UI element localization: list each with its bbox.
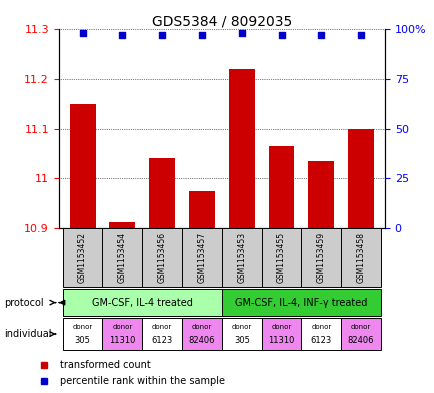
Bar xyxy=(142,228,182,287)
Bar xyxy=(221,318,261,350)
Text: 6123: 6123 xyxy=(310,336,331,345)
Bar xyxy=(109,222,135,228)
Point xyxy=(317,32,324,39)
Text: percentile rank within the sample: percentile rank within the sample xyxy=(59,376,224,386)
Text: GSM1153456: GSM1153456 xyxy=(157,232,166,283)
Point xyxy=(238,30,245,37)
Text: donor: donor xyxy=(112,324,132,330)
Text: donor: donor xyxy=(231,324,251,330)
Bar xyxy=(189,191,214,228)
Bar xyxy=(182,318,221,350)
Point xyxy=(118,32,125,39)
Text: GSM1153459: GSM1153459 xyxy=(316,232,325,283)
Text: GSM1153458: GSM1153458 xyxy=(356,232,365,283)
Text: 82406: 82406 xyxy=(188,336,215,345)
Point xyxy=(158,32,165,39)
Bar xyxy=(102,318,142,350)
Bar xyxy=(62,228,102,287)
Text: donor: donor xyxy=(350,324,370,330)
Text: GSM1153453: GSM1153453 xyxy=(237,232,246,283)
Text: donor: donor xyxy=(310,324,331,330)
Bar xyxy=(102,228,142,287)
Bar xyxy=(301,318,340,350)
Text: 11310: 11310 xyxy=(268,336,294,345)
Bar xyxy=(221,228,261,287)
Bar xyxy=(62,289,221,316)
Text: transformed count: transformed count xyxy=(59,360,150,369)
Text: donor: donor xyxy=(271,324,291,330)
Bar xyxy=(228,69,254,228)
Bar xyxy=(268,146,294,228)
Text: 82406: 82406 xyxy=(347,336,374,345)
Text: donor: donor xyxy=(152,324,172,330)
Bar xyxy=(261,228,301,287)
Text: GSM1153457: GSM1153457 xyxy=(197,232,206,283)
Bar xyxy=(182,228,221,287)
Bar xyxy=(142,318,182,350)
Bar xyxy=(347,129,373,228)
Bar xyxy=(340,318,380,350)
Point xyxy=(198,32,205,39)
Point xyxy=(79,30,86,37)
Bar xyxy=(221,289,380,316)
Text: GM-CSF, IL-4, INF-γ treated: GM-CSF, IL-4, INF-γ treated xyxy=(235,298,367,308)
Text: GM-CSF, IL-4 treated: GM-CSF, IL-4 treated xyxy=(92,298,192,308)
Text: 305: 305 xyxy=(233,336,249,345)
Bar xyxy=(340,228,380,287)
Point xyxy=(277,32,284,39)
Bar xyxy=(69,104,95,228)
Bar xyxy=(301,228,340,287)
Text: donor: donor xyxy=(191,324,212,330)
Text: GSM1153455: GSM1153455 xyxy=(276,232,286,283)
Bar xyxy=(62,318,102,350)
Text: individual: individual xyxy=(4,329,52,339)
Text: donor: donor xyxy=(72,324,92,330)
Bar xyxy=(149,158,175,228)
Text: GSM1153454: GSM1153454 xyxy=(118,232,127,283)
Title: GDS5384 / 8092035: GDS5384 / 8092035 xyxy=(151,14,291,28)
Text: 6123: 6123 xyxy=(151,336,172,345)
Point xyxy=(357,32,364,39)
Text: protocol: protocol xyxy=(4,298,44,308)
Text: 11310: 11310 xyxy=(109,336,135,345)
Bar xyxy=(261,318,301,350)
Text: 305: 305 xyxy=(75,336,90,345)
Text: GSM1153452: GSM1153452 xyxy=(78,232,87,283)
Bar xyxy=(308,161,333,228)
